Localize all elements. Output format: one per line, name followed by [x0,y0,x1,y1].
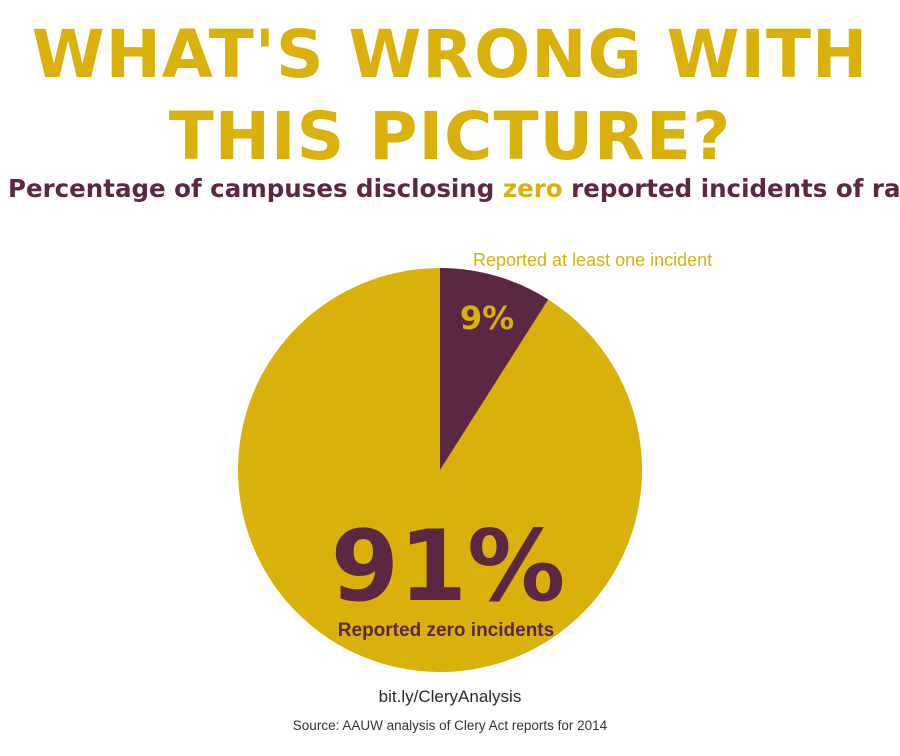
subtitle-highlight: zero [502,174,563,203]
subtitle-text-after: reported incidents of rape [562,174,900,203]
slice-label-reported-zero: Reported zero incidents [338,620,554,641]
slice-value-reported-at-least-one: 9% [460,299,514,337]
chart-subtitle: Percentage of campuses disclosing zero r… [8,174,900,203]
slice-label-reported-at-least-one: Reported at least one incident [473,250,712,270]
pie-slice-reported-zero [237,268,642,672]
headline-line-2: THIS PICTURE? [168,98,732,175]
headline: WHAT'S WRONG WITH THIS PICTURE? [0,14,900,178]
headline-line-1: WHAT'S WRONG WITH [31,16,869,93]
source-note: Source: AAUW analysis of Clery Act repor… [292,718,608,733]
subtitle-text-before: Percentage of campuses disclosing [8,174,503,203]
slice-value-reported-zero: 91% [331,510,566,624]
analysis-link[interactable]: bit.ly/CleryAnalysis [378,687,522,706]
pie-slice-reported-at-least-one [440,268,549,470]
